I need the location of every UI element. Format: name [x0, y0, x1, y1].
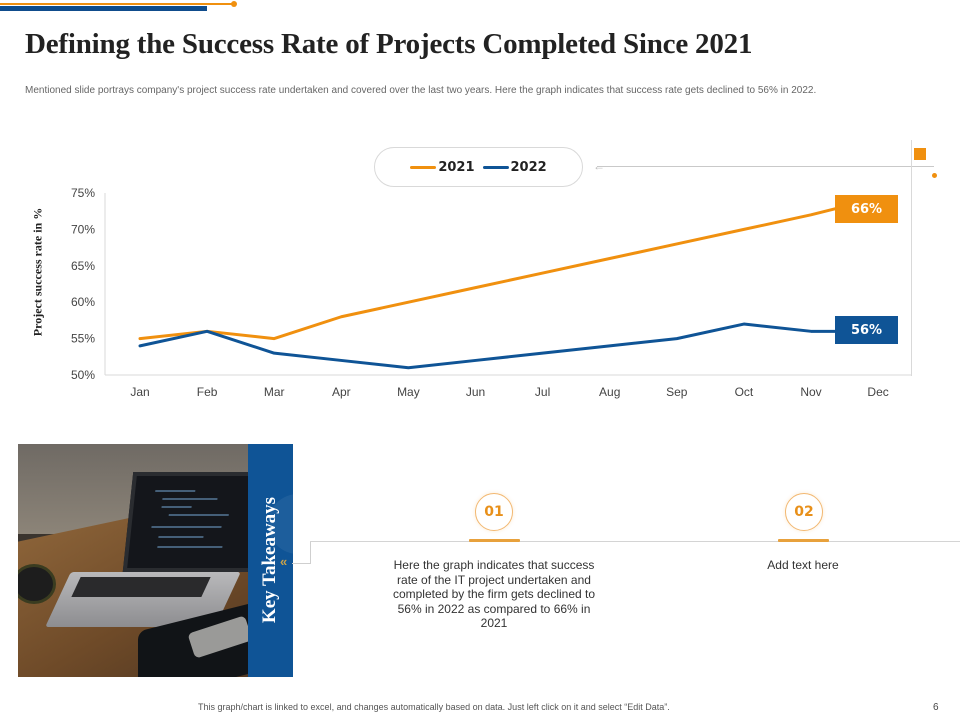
y-tick-labels: 50% 55% 60% 65% 70% 75%: [71, 186, 95, 382]
x-tick-label: Feb: [197, 385, 218, 399]
photo-keyboard: [71, 577, 211, 597]
y-tick-label: 50%: [71, 368, 95, 382]
chart-legend: 2021 2022: [374, 147, 583, 187]
x-tick-label: Mar: [264, 385, 285, 399]
data-label-2022: 56%: [835, 316, 898, 344]
top-accent-dot: [231, 1, 237, 7]
y-tick-label: 60%: [71, 295, 95, 309]
takeaway-number-badge-02: 02: [785, 493, 823, 531]
x-tick-label: Oct: [735, 385, 754, 399]
line-chart[interactable]: 50% 55% 60% 65% 70% 75% Jan Feb Mar Apr May Jun Jul…: [0, 0, 960, 420]
chart-axes: [104, 193, 911, 376]
top-accent-bar: [0, 6, 207, 11]
x-tick-label: Aug: [599, 385, 620, 399]
x-tick-label: Sep: [666, 385, 688, 399]
legend-label-2021: 2021: [438, 159, 475, 175]
x-tick-label: Dec: [867, 385, 888, 399]
data-label-2021: 66%: [835, 195, 898, 223]
takeaway-underline-02: [778, 539, 829, 542]
double-chevron-left-icon: «: [280, 554, 288, 569]
slide-title: Defining the Success Rate of Projects Co…: [25, 28, 753, 60]
takeaway-underline-01: [469, 539, 520, 542]
photo-headphones: [18, 564, 56, 604]
top-accent-line: [0, 3, 234, 5]
x-tick-label: Jun: [466, 385, 485, 399]
takeaway-divider: [310, 541, 960, 542]
arrow-left-icon: ←: [593, 159, 605, 173]
x-tick-labels: Jan Feb Mar Apr May Jun Jul Aug Sep Oct Nov Dec: [130, 385, 888, 399]
y-tick-label: 65%: [71, 259, 95, 273]
x-tick-label: Jan: [130, 385, 149, 399]
series-line-2021: [138, 206, 842, 341]
x-tick-label: Jul: [535, 385, 550, 399]
legend-swatch-2021: [410, 165, 437, 169]
legend-swatch-2022: [482, 165, 509, 169]
key-takeaways-panel: Key Takeaways: [248, 444, 293, 677]
accent-dot: [932, 173, 937, 178]
legend-item-2022[interactable]: 2022: [482, 159, 547, 175]
y-tick-label: 75%: [71, 186, 95, 200]
laptop-photo: [18, 444, 249, 677]
chart-series: [138, 206, 842, 370]
photo-laptop-screen: [122, 472, 249, 572]
legend-item-2021[interactable]: 2021: [410, 159, 475, 175]
series-line-2022: [138, 322, 842, 370]
y-axis-label: Project success rate in %: [30, 207, 45, 337]
x-tick-label: Apr: [332, 385, 351, 399]
key-takeaways-label: Key Takeaways: [259, 496, 280, 624]
x-tick-label: Nov: [800, 385, 821, 399]
accent-square: [914, 148, 926, 160]
chart-frame-right-line: [911, 140, 912, 376]
takeaway-text-01: Here the graph indicates that success ra…: [392, 558, 596, 630]
footer-note: This graph/chart is linked to excel, and…: [198, 702, 670, 712]
takeaway-connector: [310, 541, 311, 564]
legend-connector-line: [597, 166, 934, 167]
y-tick-label: 55%: [71, 332, 95, 346]
y-tick-label: 70%: [71, 222, 95, 236]
slide-subtitle: Mentioned slide portrays company's proje…: [25, 85, 817, 96]
takeaway-connector: [292, 563, 310, 564]
page-number: 6: [933, 702, 939, 713]
takeaway-number-badge-01: 01: [475, 493, 513, 531]
legend-label-2022: 2022: [510, 159, 547, 175]
x-tick-label: May: [397, 385, 420, 399]
takeaway-text-02: Add text here: [767, 558, 839, 572]
